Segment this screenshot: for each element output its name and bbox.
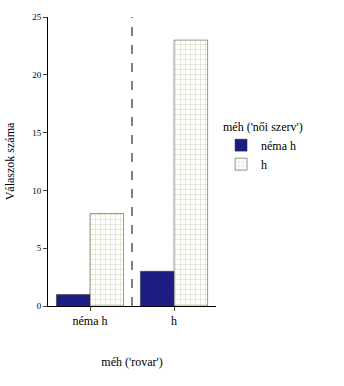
svg-text:h: h (261, 158, 267, 172)
svg-text:15: 15 (32, 128, 42, 138)
svg-text:méh ('rovar'): méh ('rovar') (101, 355, 162, 369)
svg-text:Válaszok száma: Válaszok száma (3, 122, 17, 200)
svg-text:0: 0 (37, 301, 42, 311)
svg-text:25: 25 (32, 12, 42, 22)
svg-text:20: 20 (32, 70, 42, 80)
svg-text:néma h: néma h (73, 314, 108, 328)
svg-text:méh ('női szerv'): méh ('női szerv') (223, 120, 303, 134)
svg-text:h: h (171, 314, 177, 328)
svg-text:néma h: néma h (261, 139, 296, 153)
svg-text:5: 5 (37, 243, 42, 253)
svg-text:10: 10 (32, 186, 42, 196)
